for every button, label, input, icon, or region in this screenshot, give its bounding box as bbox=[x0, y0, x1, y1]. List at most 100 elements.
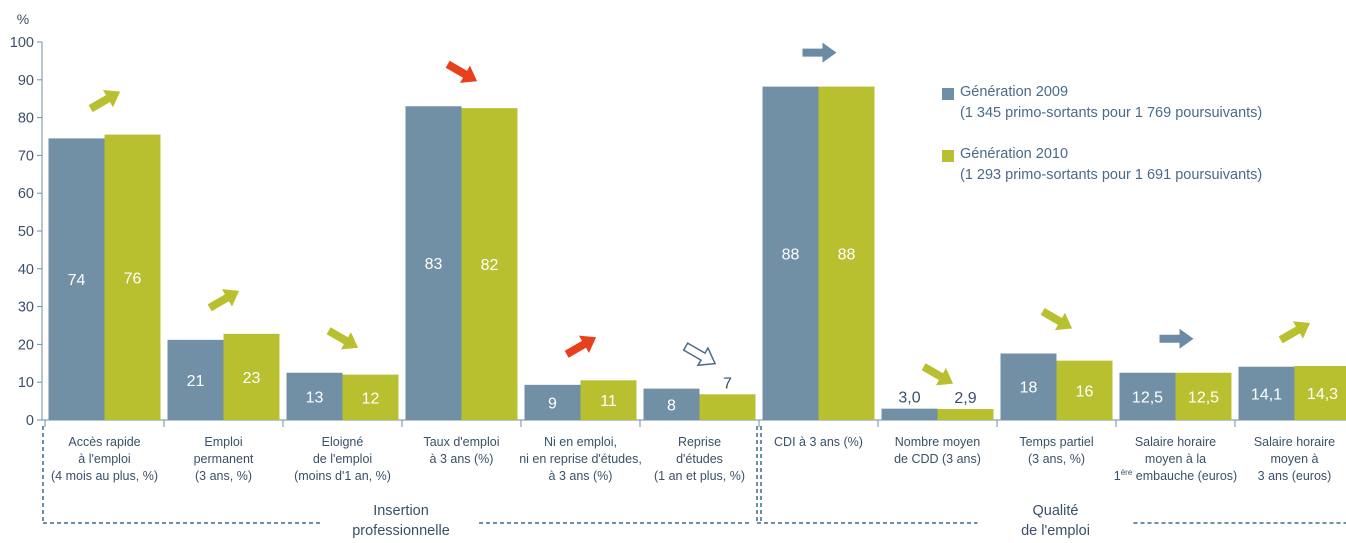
legend-subtitle-2010: (1 293 primo-sortants pour 1 691 poursui… bbox=[960, 167, 1263, 183]
x-tick-label: ni en reprise d'études, bbox=[519, 452, 642, 466]
bar-value-label: 23 bbox=[243, 370, 261, 387]
bar-value-label: 9 bbox=[548, 395, 557, 412]
x-tick-label: Eloigné bbox=[322, 435, 364, 449]
trend-arrow-up-icon bbox=[88, 89, 121, 113]
y-tick-label: 0 bbox=[26, 413, 34, 429]
legend-swatch-2009 bbox=[942, 88, 954, 100]
bar-value-label: 82 bbox=[481, 257, 499, 274]
bar bbox=[1294, 365, 1346, 420]
y-axis-unit: % bbox=[17, 11, 29, 27]
x-tick-label: moyen à la bbox=[1145, 452, 1206, 466]
legend-label-2010: Génération 2010 bbox=[960, 146, 1069, 162]
x-tick-label: (moins d'1 an, %) bbox=[294, 469, 391, 483]
x-tick-label: moyen à bbox=[1271, 452, 1319, 466]
x-tick-label: Temps partiel bbox=[1019, 435, 1093, 449]
legend-label-2009: Génération 2009 bbox=[960, 84, 1069, 100]
trend-arrow-flat-icon bbox=[802, 42, 837, 63]
y-tick-label: 100 bbox=[10, 35, 34, 51]
bar bbox=[286, 372, 343, 420]
bar bbox=[1119, 372, 1176, 420]
y-tick-label: 90 bbox=[18, 73, 34, 89]
bar bbox=[1056, 360, 1113, 420]
bar-value-label: 16 bbox=[1076, 383, 1094, 400]
y-tick-label: 50 bbox=[18, 224, 34, 240]
x-tick-label: de l'emploi bbox=[313, 452, 372, 466]
trend-arrow-up-icon bbox=[207, 289, 240, 312]
x-tick-label: Accès rapide bbox=[68, 435, 140, 449]
y-tick-label: 40 bbox=[18, 262, 34, 278]
bar bbox=[405, 106, 462, 420]
trend-arrow-up-icon bbox=[1278, 321, 1311, 344]
x-tick-label: à 3 ans (%) bbox=[549, 469, 613, 483]
x-tick-label: 1ère embauche (euros) bbox=[1114, 468, 1237, 483]
trend-arrow-down-icon bbox=[921, 363, 954, 386]
bar-value-label: 83 bbox=[425, 256, 443, 273]
bar bbox=[699, 394, 756, 420]
bar-value-label: 88 bbox=[838, 246, 856, 263]
legend: Génération 2009 (1 345 primo-sortants po… bbox=[942, 82, 1262, 206]
x-tick-label: Salaire horaire bbox=[1254, 435, 1335, 449]
trend-arrow-up-icon bbox=[564, 335, 597, 358]
legend-subtitle-2009: (1 345 primo-sortants pour 1 769 poursui… bbox=[960, 105, 1263, 121]
x-tick-label: d'études bbox=[676, 452, 723, 466]
bar bbox=[1238, 366, 1295, 420]
group-label: Qualité bbox=[1033, 503, 1079, 519]
trend-arrow-down-icon bbox=[1040, 308, 1073, 331]
bar bbox=[881, 408, 938, 420]
bar-value-label: 18 bbox=[1020, 380, 1038, 397]
x-tick-label: CDI à 3 ans (%) bbox=[774, 435, 863, 449]
bar bbox=[461, 108, 518, 421]
bar-value-label: 14,3 bbox=[1307, 386, 1338, 403]
bar-value-label: 3,0 bbox=[898, 390, 920, 407]
y-tick-label: 30 bbox=[18, 300, 34, 316]
y-tick-label: 70 bbox=[18, 148, 34, 164]
trend-arrow-down-icon bbox=[445, 60, 478, 83]
bar-value-label: 88 bbox=[782, 246, 800, 263]
bar bbox=[1000, 353, 1057, 420]
x-tick-label: Reprise bbox=[678, 435, 721, 449]
group-label: professionnelle bbox=[352, 523, 450, 539]
bar bbox=[48, 138, 105, 420]
bar-value-label: 7 bbox=[723, 375, 732, 392]
bar-value-label: 11 bbox=[600, 393, 617, 410]
legend-item-generation-2009: Génération 2009 (1 345 primo-sortants po… bbox=[942, 82, 1262, 124]
trend-arrow-down-icon bbox=[326, 327, 359, 350]
x-tick-label: permanent bbox=[194, 452, 254, 466]
x-tick-label: (3 ans, %) bbox=[195, 469, 252, 483]
bar-value-label: 2,9 bbox=[954, 390, 976, 407]
bar bbox=[104, 134, 161, 421]
bar-value-label: 12 bbox=[362, 390, 380, 407]
bar bbox=[818, 86, 875, 420]
bar-value-label: 13 bbox=[306, 389, 324, 406]
x-tick-label: (3 ans, %) bbox=[1028, 452, 1085, 466]
legend-item-generation-2010: Génération 2010 (1 293 primo-sortants po… bbox=[942, 144, 1262, 186]
x-tick-label: Taux d'emploi bbox=[423, 435, 499, 449]
x-tick-label: (4 mois au plus, %) bbox=[51, 469, 158, 483]
bar bbox=[762, 86, 819, 420]
x-tick-label: de CDD (3 ans) bbox=[894, 452, 981, 466]
bar bbox=[342, 374, 399, 420]
y-tick-label: 80 bbox=[18, 111, 34, 127]
x-tick-label: 3 ans (euros) bbox=[1258, 469, 1332, 483]
x-tick-label: Ni en emploi, bbox=[544, 435, 617, 449]
bar bbox=[937, 409, 994, 420]
x-tick-label: Emploi bbox=[204, 435, 242, 449]
y-tick-label: 10 bbox=[18, 375, 34, 391]
bar-value-label: 12,5 bbox=[1132, 389, 1163, 406]
x-tick-label: Salaire horaire bbox=[1135, 435, 1216, 449]
group-label: Insertion bbox=[373, 503, 429, 519]
trend-arrow-flat-icon bbox=[1159, 328, 1194, 349]
bar bbox=[643, 388, 700, 420]
trend-arrow-down-icon bbox=[682, 342, 717, 367]
bar bbox=[580, 380, 637, 420]
y-tick-label: 60 bbox=[18, 186, 34, 202]
legend-swatch-2010 bbox=[942, 150, 954, 162]
bar-value-label: 8 bbox=[667, 397, 676, 414]
bar bbox=[167, 339, 224, 420]
x-tick-label: Nombre moyen bbox=[895, 435, 980, 449]
bar bbox=[223, 333, 280, 420]
bar-value-label: 12,5 bbox=[1188, 389, 1219, 406]
bar-value-label: 76 bbox=[124, 270, 142, 287]
y-tick-label: 20 bbox=[18, 337, 34, 353]
